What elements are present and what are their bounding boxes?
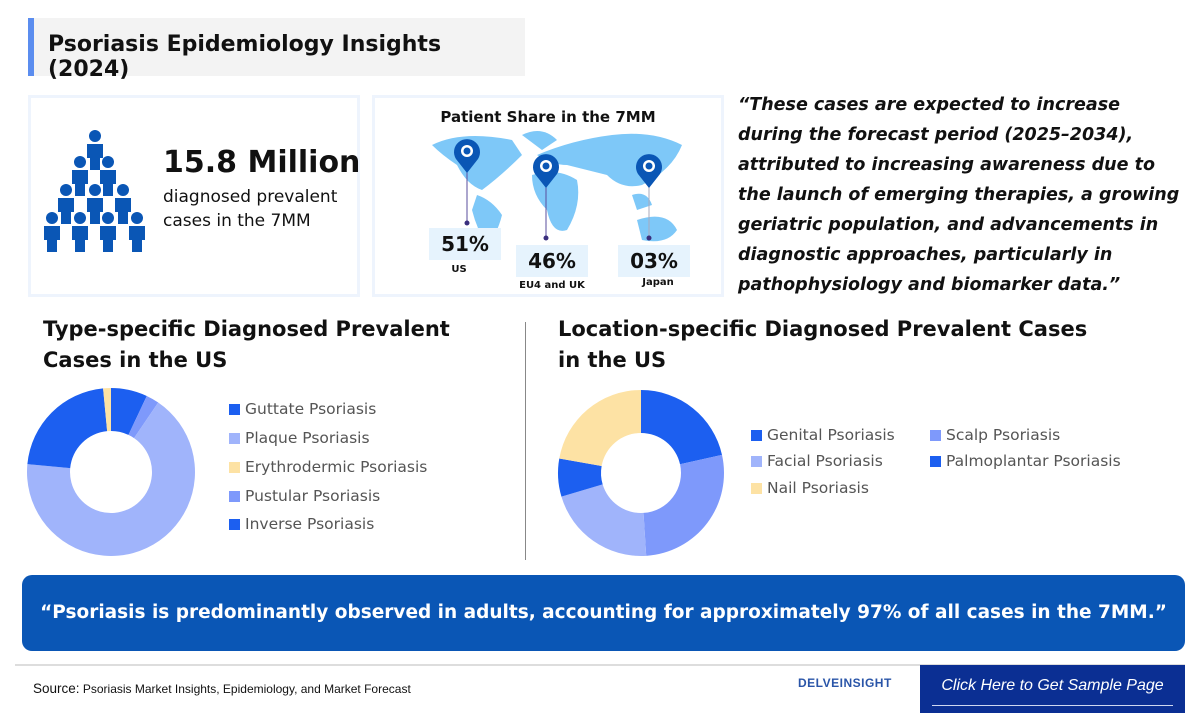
legend-swatch (229, 461, 240, 473)
legend-swatch (229, 518, 240, 530)
slice-palmoplantar-psoriasis (558, 458, 603, 497)
japan-label: Japan (642, 277, 674, 288)
legend-swatch (930, 429, 941, 441)
legend-swatch (930, 455, 941, 467)
legend-item: Inverse Psoriasis (229, 515, 374, 533)
legend-label: Erythrodermic Psoriasis (245, 458, 428, 476)
footer-divider (15, 664, 1185, 666)
japan-share: 03% (618, 245, 690, 277)
legend-swatch (751, 482, 762, 494)
person-icon (100, 156, 116, 196)
legend-item: Guttate Psoriasis (229, 400, 376, 418)
legend-item: Scalp Psoriasis (930, 426, 1060, 444)
type-chart-title: Type-specific Diagnosed Prevalent Cases … (43, 317, 450, 372)
us-label: US (451, 264, 467, 275)
legend-item: Erythrodermic Psoriasis (229, 458, 427, 476)
location-donut-chart (558, 390, 724, 556)
slice-facial-psoriasis (561, 484, 647, 556)
legend-label: Guttate Psoriasis (245, 400, 377, 418)
forecast-quote: “These cases are expected to increase du… (738, 95, 1180, 295)
type-donut-chart (26, 388, 196, 556)
legend-label: Plaque Psoriasis (245, 429, 370, 447)
slice-guttate-psoriasis (111, 388, 147, 435)
legend-label: Inverse Psoriasis (245, 515, 375, 533)
slice-plaque-psoriasis (26, 402, 196, 556)
slice-erythrodermic-psoriasis (103, 388, 111, 432)
legend-label: Palmoplantar Psoriasis (946, 452, 1121, 470)
legend-item: Palmoplantar Psoriasis (930, 452, 1121, 470)
legend-label: Genital Psoriasis (767, 426, 895, 444)
title-box: Psoriasis Epidemiology Insights (2024) (28, 18, 525, 82)
stat-value: 15.8 Million (163, 145, 361, 180)
legend-item: Genital Psoriasis (751, 426, 895, 444)
legend-swatch (751, 429, 762, 441)
source-note: Source: Psoriasis Market Insights, Epide… (33, 681, 411, 696)
legend-swatch (751, 455, 762, 467)
person-icon (58, 184, 74, 224)
slice-scalp-psoriasis (643, 454, 724, 556)
person-icon (100, 212, 116, 252)
map-title: Patient Share in the 7MM (440, 108, 656, 126)
people-pyramid-icon (44, 130, 145, 252)
source-label: Source: (33, 681, 80, 696)
legend-item: Facial Psoriasis (751, 452, 883, 470)
legend-item: Nail Psoriasis (751, 479, 869, 497)
person-icon (72, 212, 88, 252)
stat-description: diagnosed prevalent cases in the 7MM (163, 187, 338, 231)
page-title: Psoriasis Epidemiology Insights (2024) (48, 32, 442, 82)
person-icon (87, 184, 103, 224)
person-icon (72, 156, 88, 196)
legend-item: Pustular Psoriasis (229, 487, 380, 505)
legend-swatch (229, 490, 240, 502)
legend-swatch (229, 403, 240, 415)
source-link[interactable]: Psoriasis Market Insights, Epidemiology,… (82, 682, 411, 696)
location-pin-icon (454, 139, 662, 188)
slice-inverse-psoriasis (27, 388, 108, 469)
divider (525, 322, 526, 560)
eu-label: EU4 and UK (519, 280, 585, 291)
slice-pustular-psoriasis (128, 395, 159, 439)
legend-label: Pustular Psoriasis (245, 487, 381, 505)
get-sample-page-button[interactable]: Click Here to Get Sample Page (920, 665, 1185, 713)
slice-nail-psoriasis (559, 390, 641, 466)
person-icon (129, 212, 145, 252)
legend-label: Nail Psoriasis (767, 479, 869, 497)
person-icon (115, 184, 131, 224)
slice-genital-psoriasis (641, 390, 723, 465)
us-share: 51% (429, 228, 501, 260)
legend-item: Plaque Psoriasis (229, 429, 370, 447)
eu-share: 46% (516, 245, 588, 277)
adult-share-banner: “Psoriasis is predominantly observed in … (22, 575, 1185, 651)
delveinsight-logo[interactable]: DELVEINSIGHT (798, 676, 892, 690)
location-chart-title: Location-specific Diagnosed Prevalent Ca… (558, 317, 1088, 372)
person-icon (87, 130, 103, 170)
legend-swatch (229, 432, 240, 444)
legend-label: Facial Psoriasis (767, 452, 883, 470)
person-icon (44, 212, 60, 252)
legend-label: Scalp Psoriasis (946, 426, 1061, 444)
